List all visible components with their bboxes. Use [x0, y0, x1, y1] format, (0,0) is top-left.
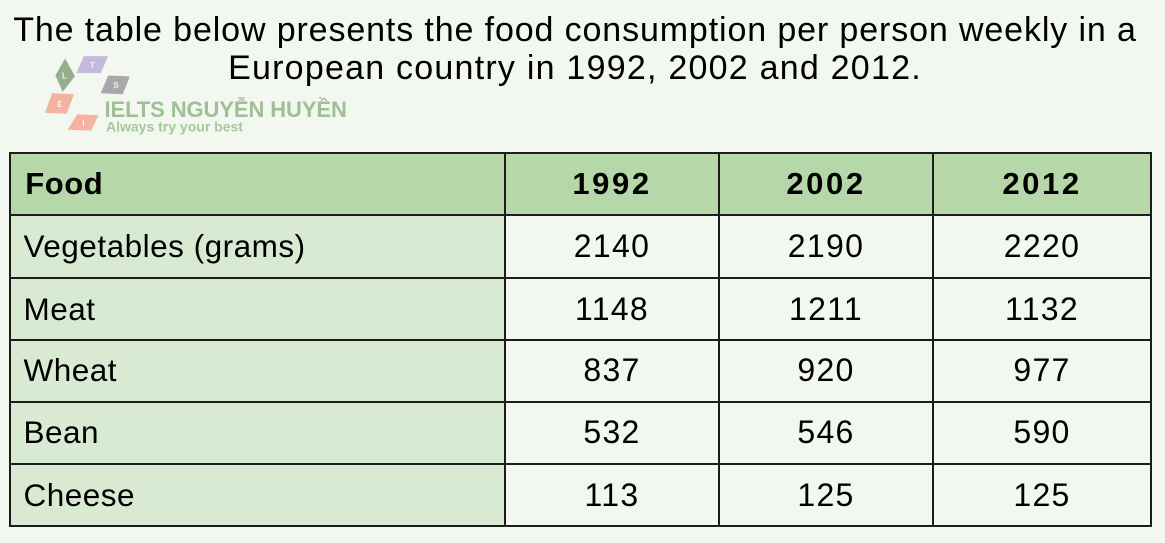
svg-text:S: S: [113, 81, 119, 90]
svg-text:IELTS NGUYỄN HUYỀN: IELTS NGUYỄN HUYỀN: [105, 96, 347, 122]
svg-text:E: E: [57, 100, 63, 109]
svg-text:T: T: [90, 61, 95, 70]
svg-text:I: I: [82, 119, 84, 128]
svg-text:Always try your best: Always try your best: [106, 119, 243, 135]
svg-text:L: L: [62, 72, 67, 81]
